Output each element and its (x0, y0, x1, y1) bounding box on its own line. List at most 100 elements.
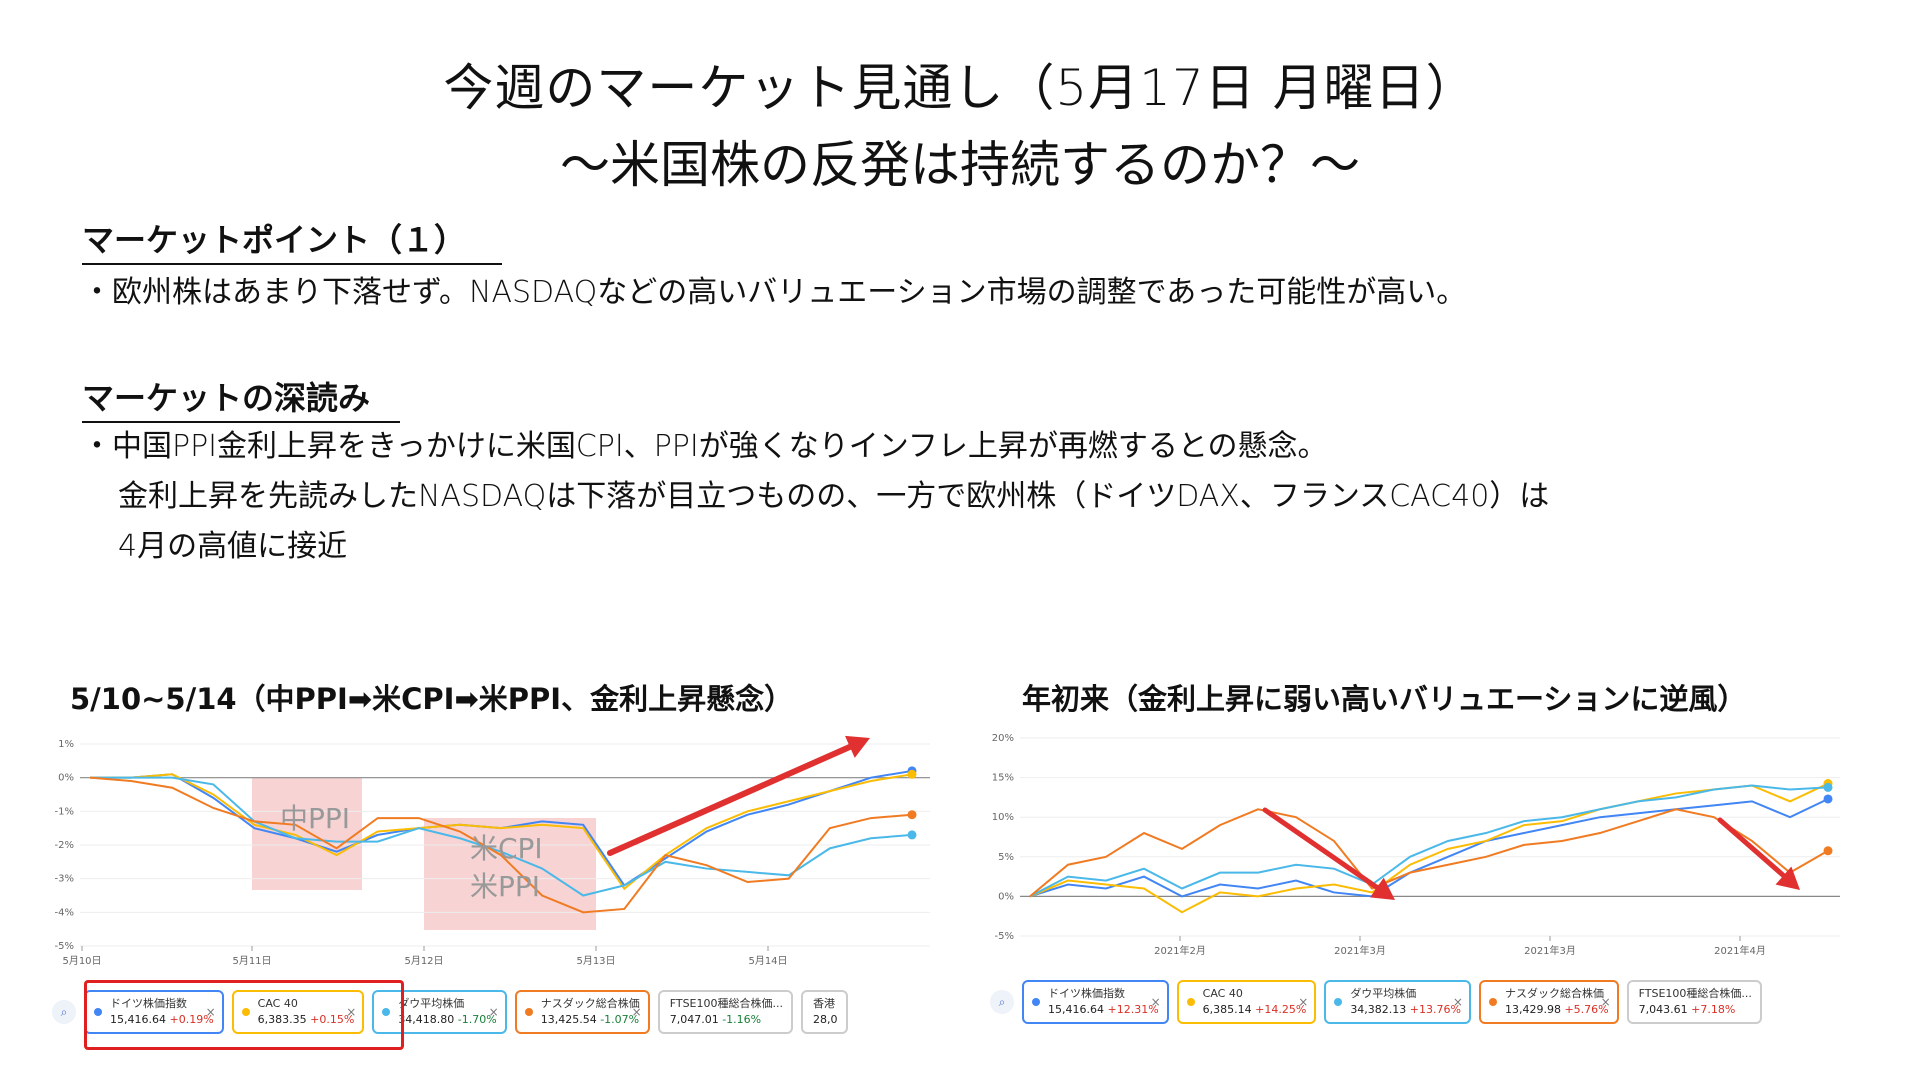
legend-card[interactable]: ナスダック総合株価 13,425.54 -1.07% × (514, 990, 650, 1034)
legend-value: 13,429.98 (1504, 1003, 1565, 1016)
y-tick-label: 10% (992, 812, 1014, 823)
legend-value-row: 13,425.54 -1.07% (541, 1012, 640, 1028)
legend-value: 15,416.64 (110, 1013, 170, 1026)
legend-value: 7,047.01 (669, 1013, 723, 1026)
y-tick-label: 0% (58, 773, 74, 784)
series-color-dot (1488, 998, 1497, 1006)
annotation-label: 米CPI (470, 832, 543, 865)
series-line (1029, 784, 1829, 898)
legend-value-row: 28,0 (813, 1012, 838, 1028)
deep-read-line1: ・中国PPI金利上昇をきっかけに米国CPI、PPIが強くなりインフレ上昇が再燃す… (82, 429, 1328, 464)
section-heading-deep-read: マーケットの深読み (82, 373, 400, 423)
page-subtitle: 〜米国株の反発は持続するのか？〜 (560, 136, 1360, 194)
x-tick-label: 2021年4月 (1714, 944, 1766, 957)
legend-name: FTSE100種総合株価... (669, 997, 783, 1010)
legend-value-row: 34,418.80 -1.70% (398, 1012, 496, 1028)
legend-name: ダウ平均株価 (398, 997, 465, 1010)
section-heading-market-point: マーケットポイント（１） (82, 215, 502, 265)
series-endpoint (1823, 794, 1833, 804)
legend-value: 15,416.64 (1048, 1003, 1108, 1016)
legend-change: +12.31% (1107, 1003, 1159, 1016)
legend-value-row: 34,382.13 +13.76% (1350, 1002, 1461, 1018)
close-icon[interactable]: × (1452, 995, 1463, 1009)
series-endpoint (907, 810, 917, 820)
close-icon[interactable]: × (1298, 995, 1309, 1009)
y-tick-label: 15% (992, 773, 1014, 784)
legend-card[interactable]: FTSE100種総合株価... 7,047.01 -1.16% (657, 990, 793, 1034)
y-tick-label: -2% (55, 840, 74, 851)
chart1-title: 5/10~5/14（中PPI➡米CPI➡米PPI、金利上昇懸念） (70, 682, 794, 716)
close-icon[interactable]: × (346, 1005, 357, 1019)
legend-value: 6,383.35 (257, 1013, 311, 1026)
legend-card[interactable]: ダウ平均株価 34,382.13 +13.76% × (1324, 980, 1471, 1024)
page-title: 今週のマーケット見通し（5月17日 月曜日） (443, 59, 1477, 117)
market-point-text: ・欧州株はあまり下落せず。NASDAQなどの高いバリュエーション市場の調整であっ… (82, 275, 1467, 310)
series-color-dot (1334, 998, 1343, 1006)
legend-card[interactable]: FTSE100種総合株価... 7,043.61 +7.18% (1626, 980, 1762, 1024)
legend-card[interactable]: CAC 40 6,383.35 +0.15% × (231, 990, 365, 1034)
series-color-dot (94, 1008, 102, 1016)
legend-card[interactable]: ドイツ株価指数 15,416.64 +12.31% × (1022, 980, 1169, 1024)
deep-read-line3: 4月の高値に接近 (118, 529, 348, 564)
series-line (1029, 808, 1829, 898)
y-tick-label: -3% (55, 874, 74, 885)
chart-ytd: 20% 15% 10% 5% 0% -5% 2021年2月 2021年3月 2021年3月 202… (992, 733, 1840, 957)
y-tick-label: -4% (55, 907, 74, 918)
arrow-head (1370, 877, 1395, 900)
close-icon[interactable]: × (488, 1005, 499, 1019)
legend-name: ドイツ株価指数 (1048, 987, 1125, 1000)
arrow-shaft (607, 743, 853, 856)
legend-value-row: 7,047.01 -1.16% (670, 1012, 783, 1028)
close-icon[interactable]: × (631, 1005, 642, 1019)
legend-card[interactable]: 香港 28,0 (801, 990, 848, 1034)
x-tick-label: 5月10日 (62, 955, 101, 967)
legend-card[interactable]: ダウ平均株価 34,418.80 -1.70% × (372, 990, 507, 1034)
close-icon[interactable]: × (205, 1005, 216, 1019)
legend-card[interactable]: CAC 40 6,385.14 +14.25% × (1176, 980, 1317, 1024)
legend-value: 6,385.14 (1202, 1003, 1256, 1016)
legend-card[interactable]: ドイツ株価指数 15,416.64 +0.19% × (84, 990, 224, 1034)
legend-name: FTSE100種総合株価... (1638, 987, 1752, 1000)
legend-value-row: 6,385.14 +14.25% (1203, 1002, 1307, 1018)
legend-change: -1.16% (722, 1013, 762, 1026)
arrow-head (1775, 866, 1800, 890)
annotation-label: 中PPI (280, 802, 350, 835)
close-icon[interactable]: × (1600, 995, 1611, 1009)
legend-value-row: 7,043.61 +7.18% (1639, 1002, 1752, 1018)
legend-value-row: 15,416.64 +12.31% (1048, 1002, 1159, 1018)
series-color-dot (524, 1008, 533, 1016)
legend-value-row: 6,383.35 +0.15% (258, 1012, 355, 1028)
legend-value: 34,418.80 (398, 1013, 458, 1026)
chart2-legend: ⌕ ドイツ株価指数 15,416.64 +12.31% × CAC 40 6,385.14… (990, 980, 1762, 1024)
chart-weekly: 1% 0% -1% -2% -3% -4% -5% 5月10日 5月11日 5月12日 5月13日 5… (55, 735, 930, 967)
search-icon[interactable]: ⌕ (990, 990, 1014, 1014)
annotation-label: 米PPI (470, 870, 540, 903)
legend-change: +5.76% (1564, 1003, 1609, 1016)
y-tick-label: -5% (55, 941, 74, 952)
x-tick-label: 5月12日 (404, 955, 443, 967)
x-tick-label: 5月13日 (576, 955, 615, 967)
series-endpoint (907, 769, 917, 779)
x-tick-label: 5月11日 (232, 955, 271, 967)
legend-change: -1.07% (600, 1013, 640, 1026)
x-tick-label: 2021年3月 (1524, 944, 1576, 957)
y-tick-label: -1% (55, 806, 74, 817)
legend-value: 7,043.61 (1638, 1003, 1692, 1016)
legend-name: ダウ平均株価 (1350, 987, 1417, 1000)
y-tick-label: 1% (58, 739, 74, 750)
close-icon[interactable]: × (1150, 995, 1161, 1009)
legend-card[interactable]: ナスダック総合株価 13,429.98 +5.76% × (1478, 980, 1619, 1024)
legend-value-row: 13,429.98 +5.76% (1505, 1002, 1609, 1018)
legend-change: +0.15% (310, 1013, 355, 1026)
legend-value: 28,0 (813, 1013, 838, 1026)
x-tick-label: 5月14日 (748, 955, 787, 967)
legend-value-row: 15,416.64 +0.19% (110, 1012, 214, 1028)
series-line (90, 776, 913, 897)
series-endpoint (1823, 782, 1833, 792)
deep-read-text: ・中国PPI金利上昇をきっかけに米国CPI、PPIが強くなりインフレ上昇が再燃す… (82, 422, 1549, 572)
legend-name: ナスダック総合株価 (1504, 987, 1604, 1000)
legend-value: 13,425.54 (540, 1013, 601, 1026)
search-icon[interactable]: ⌕ (52, 1000, 76, 1024)
legend-name: 香港 (813, 997, 835, 1010)
y-tick-label: 5% (998, 852, 1014, 863)
